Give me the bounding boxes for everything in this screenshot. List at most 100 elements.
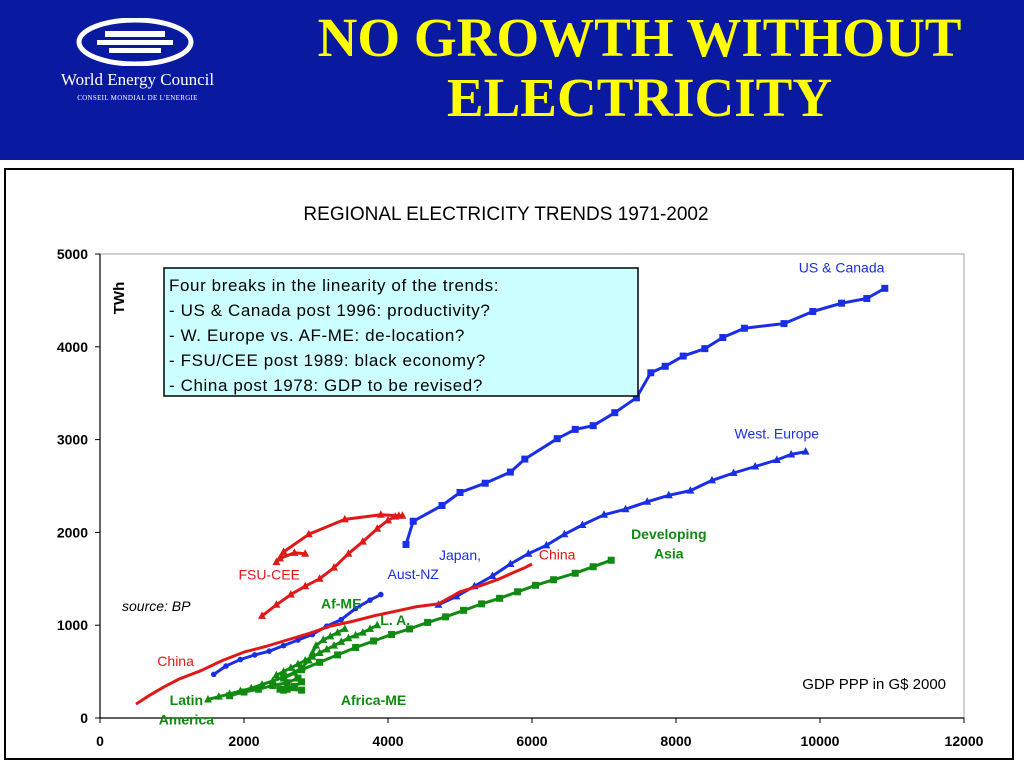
data-point <box>632 394 640 402</box>
data-point <box>751 462 760 470</box>
data-point <box>304 655 313 664</box>
series-label: Af-ME <box>321 595 361 611</box>
data-point <box>319 635 328 644</box>
data-point <box>729 468 738 477</box>
data-point <box>352 605 359 612</box>
data-point <box>366 624 374 632</box>
data-point <box>506 559 515 567</box>
data-point <box>330 641 338 649</box>
data-point <box>210 671 217 678</box>
data-point <box>571 425 579 433</box>
annotation-line: - US & Canada post 1996: productivity? <box>169 301 490 320</box>
data-point <box>268 676 277 684</box>
y-tick-label: 2000 <box>57 524 88 540</box>
data-point <box>358 537 367 545</box>
data-point <box>290 668 299 676</box>
data-point <box>312 641 320 649</box>
annotation-line: Four breaks in the linearity of the tren… <box>169 276 499 295</box>
data-point <box>258 611 266 619</box>
slide-title-line1: NO GROWTH WITHOUT <box>317 7 962 68</box>
data-point <box>279 667 288 675</box>
data-point <box>701 345 709 353</box>
data-point <box>272 600 281 608</box>
annotation-line: - FSU/CEE post 1989: black economy? <box>169 351 486 370</box>
data-point <box>286 663 295 671</box>
data-point <box>326 631 335 640</box>
data-point <box>589 422 597 430</box>
data-point <box>384 515 392 524</box>
data-point <box>521 455 529 463</box>
data-point <box>809 308 817 316</box>
source-note: source: BP <box>122 598 191 614</box>
series-line-west-europe <box>437 450 806 607</box>
slide-title-line2: ELECTRICITY <box>446 67 833 128</box>
data-point <box>553 435 561 443</box>
annotation-box <box>163 267 639 397</box>
data-point <box>286 590 295 598</box>
data-point <box>276 553 284 562</box>
data-point <box>316 658 324 666</box>
data-point <box>524 549 533 557</box>
data-point <box>340 514 349 523</box>
series-label: China <box>539 546 576 562</box>
data-point <box>279 547 288 555</box>
data-point <box>370 637 378 645</box>
data-point <box>589 563 597 571</box>
series-label: West. Europe <box>735 426 820 442</box>
data-point <box>838 299 846 307</box>
series-label: Developing <box>631 526 706 542</box>
data-point <box>334 651 342 659</box>
data-point <box>352 643 360 651</box>
data-point <box>686 486 695 494</box>
data-point <box>607 556 615 564</box>
data-point <box>388 630 396 638</box>
series-label: America <box>159 711 214 727</box>
y-tick-label: 3000 <box>57 432 88 448</box>
data-point <box>460 606 468 614</box>
series-label: Aust-NZ <box>388 566 440 582</box>
chart-frame: REGIONAL ELECTRICITY TRENDS 1971-2002 0 20… <box>4 168 1014 760</box>
y-tick-label: 0 <box>80 710 88 726</box>
data-point <box>772 455 781 464</box>
data-point <box>333 628 342 636</box>
data-point <box>611 409 619 417</box>
data-point <box>214 692 223 700</box>
wec-logo: World Energy Council CONSEIL MONDIAL DE … <box>30 18 245 118</box>
chart-title: REGIONAL ELECTRICITY TRENDS 1971-2002 <box>303 204 708 225</box>
data-point <box>801 447 810 455</box>
data-point <box>679 352 687 360</box>
data-point <box>351 630 360 639</box>
data-point <box>344 549 353 557</box>
data-point <box>240 688 248 696</box>
data-point <box>424 618 432 626</box>
data-point <box>254 685 262 693</box>
data-point <box>373 620 382 629</box>
data-point <box>226 692 234 700</box>
data-point <box>863 295 871 303</box>
data-point <box>550 576 558 584</box>
x-tick-label: 8000 <box>660 733 691 749</box>
data-point <box>294 674 302 682</box>
data-point <box>719 334 727 342</box>
data-point <box>252 652 258 658</box>
logo-subtitle: CONSEIL MONDIAL DE L'ENERGIE <box>77 94 198 102</box>
data-point <box>780 320 788 328</box>
data-point <box>276 685 284 693</box>
globe-logo-icon <box>76 18 194 66</box>
data-point <box>298 678 306 686</box>
data-point <box>394 511 403 519</box>
x-tick-label: 10000 <box>801 733 840 749</box>
data-point <box>643 497 652 505</box>
data-point <box>532 581 540 589</box>
header-banner: World Energy Council CONSEIL MONDIAL DE … <box>0 0 1024 160</box>
logo-name: World Energy Council <box>60 70 215 89</box>
data-point <box>488 571 497 580</box>
annotation-line: - W. Europe vs. AF-ME: de-location? <box>169 326 465 345</box>
data-point <box>647 369 655 377</box>
data-point <box>438 501 446 509</box>
data-point <box>301 581 310 590</box>
series-label: FSU-CEE <box>238 567 299 583</box>
data-point <box>514 588 522 596</box>
x-tick-label: 4000 <box>372 733 403 749</box>
series-label: Africa-ME <box>341 692 406 708</box>
